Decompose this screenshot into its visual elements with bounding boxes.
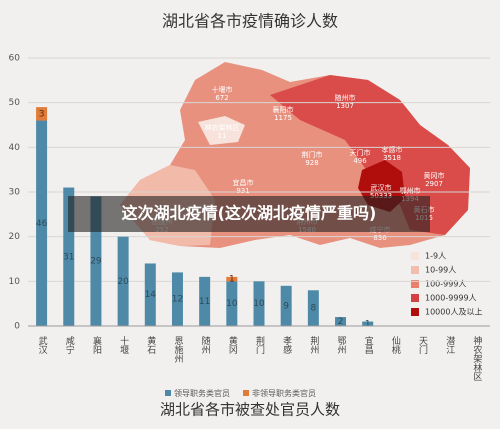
map-legend-swatch (411, 266, 419, 274)
value-label: 11 (199, 297, 210, 307)
map-legend-label: 1-9人 (425, 252, 446, 261)
legend-swatch (243, 390, 249, 396)
bar-segment (335, 317, 347, 326)
bar-segment (144, 263, 156, 326)
value-label: 20 (117, 277, 129, 287)
region-name: 黄冈市 (424, 171, 445, 180)
chart-title: 湖北省各市被查处官员人数 (160, 401, 340, 419)
region-value: 496 (353, 157, 367, 165)
bar-segment (280, 285, 292, 326)
map-legend-label: 10000人及以上 (425, 308, 482, 317)
region-name: 襄阳市 (273, 105, 294, 114)
y-tick-label: 60 (9, 54, 21, 64)
bar-segment (36, 107, 48, 121)
map-legend-swatch (411, 294, 419, 302)
bar-segment (253, 281, 265, 326)
region-value: 2907 (425, 180, 443, 188)
x-tick-label: 随州 (200, 335, 211, 354)
region-name: 宜昌市 (233, 178, 254, 187)
bar-segment (226, 276, 238, 282)
map-legend-label: 10-99人 (425, 266, 456, 275)
bar-chart: 0102030405060463武汉31咸宁29襄阳20十堰14黄石12恩施州1… (9, 54, 490, 398)
value-label: 10 (226, 299, 238, 309)
map-legend-swatch (411, 308, 419, 316)
value-label: 46 (36, 219, 48, 229)
region-value: 931 (236, 187, 249, 195)
map-legend-box (405, 247, 497, 321)
x-tick-label: 黄冈 (227, 335, 238, 355)
region-name: 天门市 (350, 148, 371, 157)
value-label: 8 (310, 304, 316, 314)
legend-label: 领导职务类官员 (174, 388, 230, 398)
region-value: 1307 (336, 102, 354, 110)
region-name: 荆门市 (302, 150, 323, 159)
map-title: 湖北省各市疫情确诊人数 (162, 12, 338, 31)
banner-box (68, 196, 430, 232)
y-tick-label: 10 (9, 277, 21, 287)
map-legend-swatch (411, 252, 419, 260)
value-label: 31 (63, 252, 74, 262)
bar-segment (171, 272, 183, 326)
y-tick-label: 0 (14, 322, 20, 332)
bar-segment (63, 187, 75, 326)
legend-swatch (165, 390, 171, 396)
value-label: 1 (365, 319, 371, 329)
y-tick-label: 50 (9, 98, 21, 108)
map-region-east (270, 75, 470, 235)
x-tick-label: 十堰 (118, 335, 129, 354)
map-region-shennongjia (198, 116, 245, 145)
bar-segment (362, 321, 374, 326)
region-name: 神农架林区 (205, 123, 240, 132)
region-name: 鄂州市 (400, 186, 421, 195)
bar-segment (199, 276, 211, 326)
x-tick-label: 恩施州 (172, 336, 183, 363)
map-legend: 1-9人 10-99人 100-999人 1000-9999人 10000人及以上 (405, 247, 497, 321)
value-label: 1 (229, 275, 235, 285)
banner-text: 这次湖北疫情(这次湖北疫情严重吗) (122, 204, 377, 223)
region-value: 672 (215, 94, 228, 102)
region-value: 928 (305, 159, 318, 167)
map-legend-swatch (411, 280, 419, 288)
map-legend-label: 1000-9999人 (425, 294, 477, 303)
region-name: 随州市 (335, 93, 356, 102)
x-tick-label: 鄂州 (336, 336, 347, 354)
value-label: 3 (39, 109, 45, 119)
bar-segment (90, 196, 102, 326)
map-legend-label: 100-999人 (425, 280, 466, 289)
x-tick-label: 武汉 (37, 335, 48, 355)
region-value: 836 (373, 234, 387, 242)
x-tick-label: 荆州 (308, 335, 319, 354)
region-value: 3518 (383, 154, 401, 162)
region-name: 武汉市 (371, 183, 392, 192)
x-tick-label: 荆门 (254, 335, 265, 355)
region-name: 孝感市 (382, 145, 403, 154)
legend-label: 非领导职务类官员 (252, 388, 316, 398)
x-tick-label: 咸宁 (64, 335, 75, 354)
y-tick-label: 30 (9, 188, 21, 198)
x-tick-label: 仙桃 (390, 335, 401, 355)
x-tick-label: 孝感 (281, 336, 292, 354)
region-name: 十堰市 (212, 85, 233, 94)
bar-segment (226, 281, 238, 326)
x-tick-label: 潜江 (444, 335, 455, 355)
value-label: 14 (145, 290, 157, 300)
x-tick-label: 宜昌 (363, 335, 374, 355)
value-label: 10 (253, 299, 265, 309)
value-label: 12 (172, 295, 183, 305)
y-tick-label: 20 (9, 232, 21, 242)
value-label: 2 (338, 317, 344, 327)
bar-segment (307, 290, 319, 326)
x-tick-label: 黄石 (145, 335, 156, 355)
region-value: 11 (218, 132, 227, 140)
x-tick-label: 襄阳 (91, 335, 102, 354)
y-tick-label: 40 (9, 143, 21, 153)
value-label: 29 (90, 257, 102, 267)
x-tick-label: 天门 (417, 336, 428, 355)
bar-segment (117, 236, 129, 326)
region-value: 1175 (274, 114, 292, 122)
value-label: 9 (283, 301, 289, 311)
x-tick-label: 神农架林区 (471, 335, 482, 381)
bar-segment (36, 120, 48, 327)
